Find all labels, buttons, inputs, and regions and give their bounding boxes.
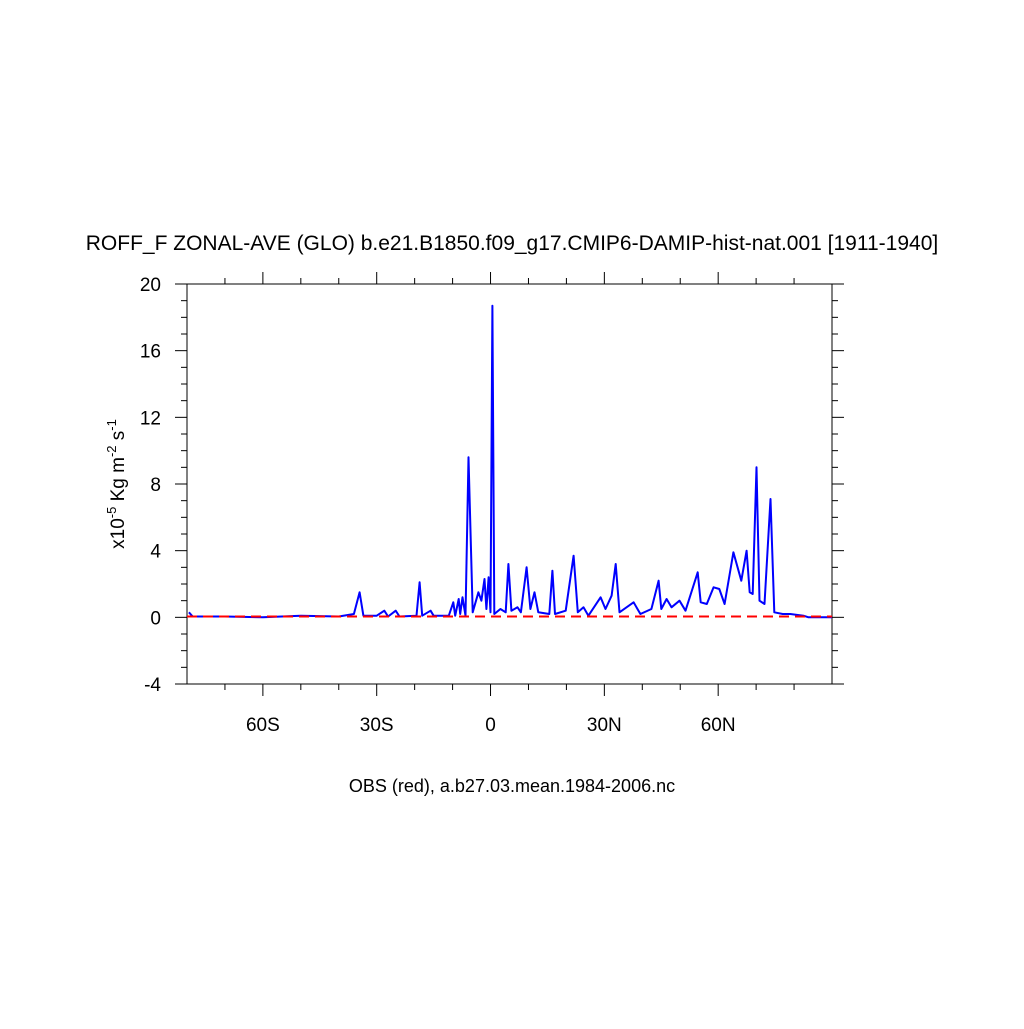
y-tick-label: 20: [140, 275, 161, 296]
y-tick-label: 0: [150, 608, 161, 629]
y-tick-label: -4: [144, 675, 161, 696]
chart-title: ROFF_F ZONAL-AVE (GLO) b.e21.B1850.f09_g…: [86, 232, 938, 255]
y-label-superscript: -1: [104, 419, 119, 431]
plot-frame: [186, 283, 833, 685]
x-tick-label: 60N: [701, 715, 736, 736]
y-tick-label: 16: [140, 342, 161, 363]
y-tick-label: 8: [150, 475, 161, 496]
x-axis-label: OBS (red), a.b27.03.mean.1984-2006.nc: [349, 776, 675, 796]
y-label-part: x10: [108, 518, 129, 549]
x-tick-label: 60S: [246, 715, 280, 736]
x-tick-label: 30S: [360, 715, 394, 736]
y-label-superscript: -2: [104, 445, 119, 457]
y-label-part: s: [108, 431, 129, 446]
y-axis-label: x10-5 Kg m-2 s-1: [104, 419, 129, 549]
y-tick-label: 12: [140, 408, 161, 429]
y-label-superscript: -5: [104, 507, 119, 519]
y-tick-label: 4: [150, 542, 161, 563]
y-label-part: Kg m: [108, 457, 129, 507]
x-tick-label: 0: [485, 715, 496, 736]
data-line: [188, 304, 832, 619]
x-tick-label: 30N: [587, 715, 622, 736]
